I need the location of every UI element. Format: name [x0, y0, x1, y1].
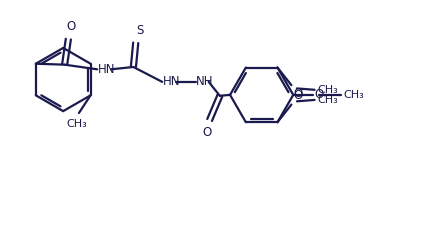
Text: CH₃: CH₃ [66, 118, 87, 129]
Text: CH₃: CH₃ [317, 95, 337, 105]
Text: O: O [314, 88, 324, 101]
Text: O: O [202, 126, 212, 139]
Text: O: O [66, 20, 75, 33]
Text: O: O [293, 89, 303, 102]
Text: S: S [137, 24, 144, 37]
Text: O: O [293, 87, 303, 101]
Text: HN: HN [163, 75, 180, 88]
Text: CH₃: CH₃ [317, 85, 337, 95]
Text: CH₃: CH₃ [343, 90, 364, 100]
Text: HN: HN [97, 63, 115, 76]
Text: NH: NH [196, 75, 214, 88]
